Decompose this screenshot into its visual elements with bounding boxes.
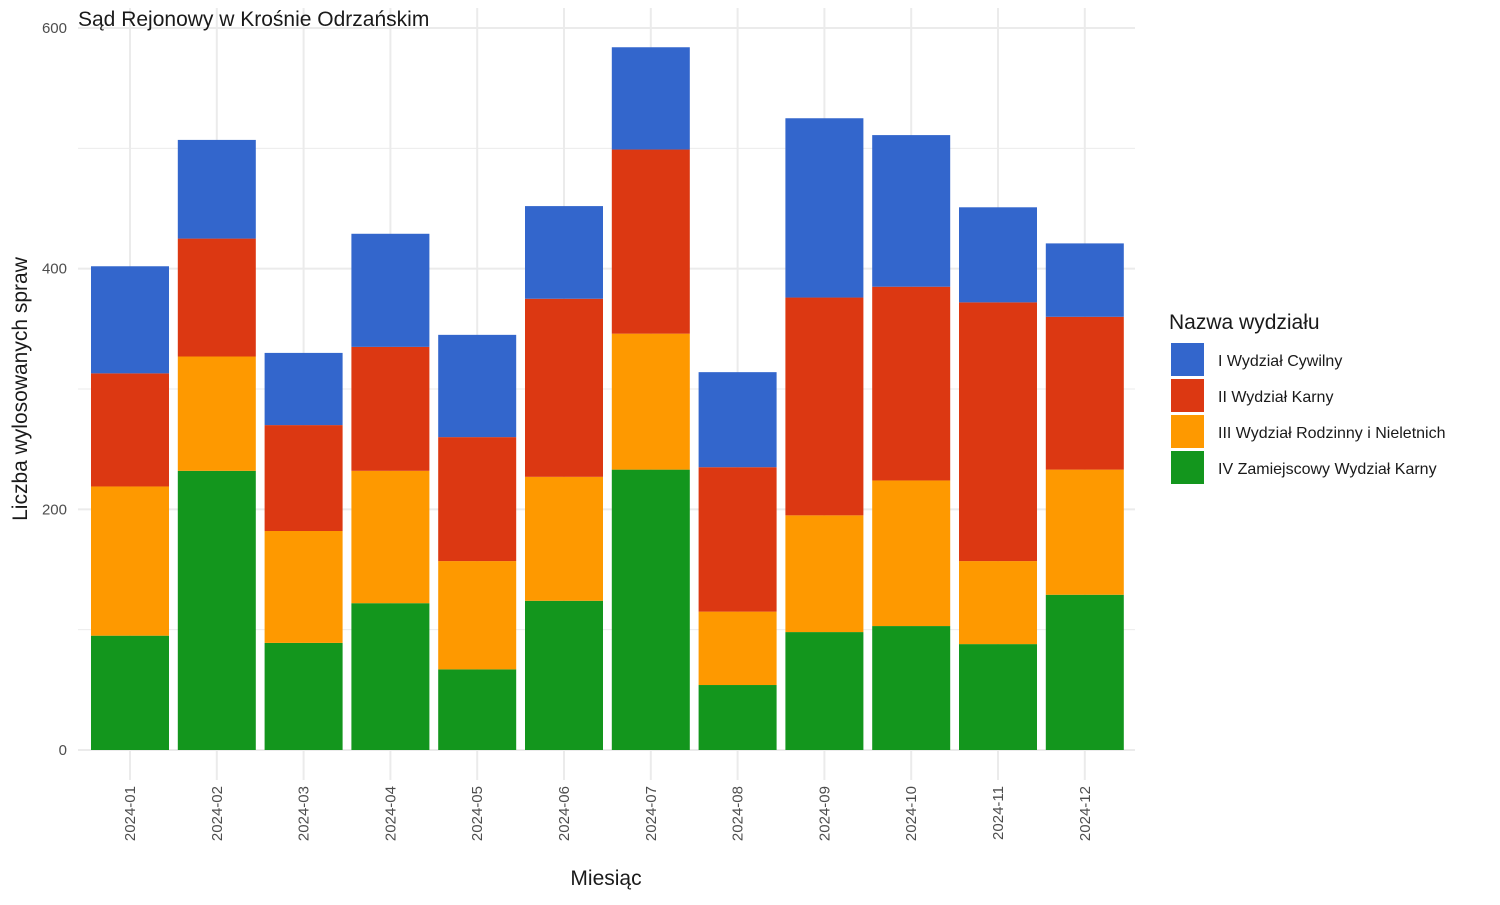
bar-segment — [785, 515, 864, 633]
bar-segment — [959, 302, 1037, 562]
bar-segment — [91, 266, 169, 374]
bar-segment — [785, 297, 864, 516]
bar-segment — [351, 470, 430, 604]
bar-segment — [611, 149, 690, 334]
x-tick-label: 2024-03 — [296, 786, 313, 841]
bar-segment — [351, 233, 430, 347]
legend-title: Nazwa wydziału — [1169, 311, 1320, 334]
bar-segment — [872, 135, 951, 287]
bar-segment — [264, 530, 343, 643]
legend-items: I Wydział Cywilny II Wydział Karny III Wyd… — [1171, 343, 1446, 484]
x-tick-label: 2024-08 — [730, 786, 747, 841]
legend-label: I Wydział Cywilny — [1218, 353, 1342, 370]
x-tick-label: 2024-05 — [469, 786, 486, 841]
bar-segment — [438, 669, 517, 750]
bar-segment — [438, 561, 517, 670]
y-tick-label: 200 — [42, 501, 67, 518]
bar-segment — [611, 469, 690, 750]
legend-label: II Wydział Karny — [1218, 389, 1333, 406]
x-tick-label: 2024-06 — [556, 786, 573, 841]
bar-segment — [698, 467, 777, 612]
bar-segment — [1045, 243, 1124, 317]
bar-segment — [91, 635, 169, 750]
bar-segment — [351, 603, 430, 750]
bar-segment — [785, 632, 864, 750]
bar-segment — [872, 626, 951, 750]
bar-segment — [438, 437, 517, 562]
x-tick-label: 2024-02 — [209, 786, 226, 841]
bar-segment — [177, 238, 256, 357]
legend-swatch — [1171, 343, 1204, 376]
y-axis-title: Liczba wylosowanych spraw — [9, 256, 32, 521]
bars-layer — [91, 47, 1124, 750]
bar-segment — [177, 356, 256, 471]
x-tick-label: 2024-07 — [643, 786, 660, 841]
bar-segment — [525, 206, 603, 299]
legend: Nazwa wydziału I Wydział Cywilny II Wydzi… — [1169, 311, 1446, 484]
x-tick-label: 2024-01 — [122, 786, 139, 841]
x-tick-label: 2024-12 — [1077, 786, 1094, 841]
x-axis-title: Miesiąc — [570, 867, 641, 890]
bar-segment — [264, 425, 343, 531]
y-tick-label: 600 — [42, 20, 67, 37]
legend-swatch — [1171, 451, 1204, 484]
bar-segment — [177, 139, 256, 239]
bar-segment — [264, 642, 343, 750]
bar-segment — [525, 600, 603, 750]
bar-segment — [698, 372, 777, 468]
axis-layer: 0 200 400 600 2024-01 2024-02 2024-03 2024-04 20… — [42, 20, 1094, 841]
x-tick-label: 2024-04 — [382, 786, 399, 841]
bar-segment — [525, 298, 603, 477]
bar-segment — [611, 47, 690, 150]
bar-segment — [611, 333, 690, 470]
bar-segment — [872, 480, 951, 627]
legend-swatch — [1171, 379, 1204, 412]
legend-label: IV Zamiejscowy Wydział Karny — [1218, 461, 1437, 478]
bar-segment — [1045, 316, 1124, 470]
bar-segment — [698, 685, 777, 750]
bar-segment — [959, 207, 1037, 303]
legend-swatch — [1171, 415, 1204, 448]
bar-segment — [525, 476, 603, 601]
bar-segment — [959, 561, 1037, 645]
bar-segment — [785, 118, 864, 298]
bar-segment — [698, 611, 777, 686]
bar-segment — [91, 486, 169, 636]
y-tick-label: 400 — [42, 261, 67, 278]
bar-segment — [264, 352, 343, 426]
bar-segment — [1045, 594, 1124, 750]
bar-segment — [438, 334, 517, 438]
y-tick-label: 0 — [59, 742, 67, 759]
x-tick-label: 2024-09 — [816, 786, 833, 841]
bar-segment — [177, 470, 256, 750]
bar-segment — [1045, 469, 1124, 595]
x-tick-label: 2024-11 — [990, 786, 1007, 840]
bar-segment — [872, 286, 951, 481]
bar-segment — [351, 346, 430, 471]
legend-label: III Wydział Rodzinny i Nieletnich — [1218, 425, 1446, 442]
chart-title: Sąd Rejonowy w Krośnie Odrzańskim — [78, 8, 429, 31]
bar-segment — [91, 373, 169, 487]
x-tick-label: 2024-10 — [903, 786, 920, 841]
bar-segment — [959, 644, 1037, 750]
